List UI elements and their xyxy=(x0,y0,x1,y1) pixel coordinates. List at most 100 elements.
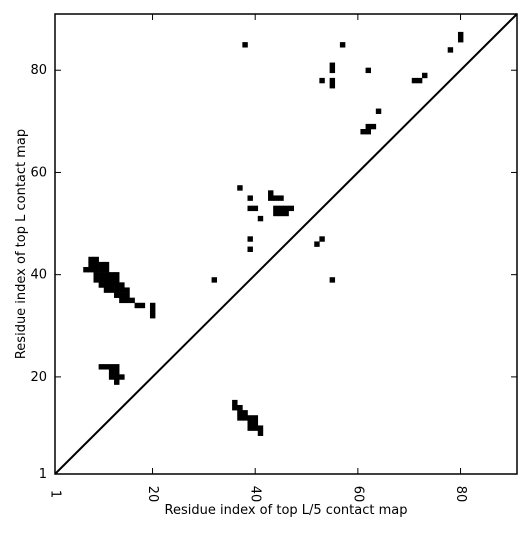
contact-cell xyxy=(329,83,336,89)
contact-cell xyxy=(457,37,464,43)
contact-cell xyxy=(314,241,320,247)
contact-cell xyxy=(103,261,110,268)
contact-cell xyxy=(93,277,99,283)
contact-cell xyxy=(242,410,248,416)
contact-cell xyxy=(411,77,418,84)
contact-cell xyxy=(329,277,336,283)
contact-cell xyxy=(257,430,264,436)
contact-cell xyxy=(247,195,253,201)
contact-cell xyxy=(103,282,110,288)
contact-cell xyxy=(257,425,264,431)
contact-cell xyxy=(108,272,115,278)
contact-cell xyxy=(98,267,105,273)
x-tick-label: 20 xyxy=(145,486,160,503)
contact-cell xyxy=(93,256,99,263)
contact-cell xyxy=(360,129,366,135)
contact-cell xyxy=(211,277,217,283)
contact-cell xyxy=(232,399,238,406)
contact-cell xyxy=(124,292,130,298)
contact-cell xyxy=(283,205,289,212)
contact-cell xyxy=(242,42,248,48)
contact-cell xyxy=(149,302,156,309)
contact-cell xyxy=(108,364,115,370)
contact-cell xyxy=(319,77,325,84)
contact-cell xyxy=(103,364,110,370)
contact-cells xyxy=(83,31,464,436)
contact-cell xyxy=(329,77,336,84)
contact-cell xyxy=(278,195,284,201)
contact-cell xyxy=(247,415,253,421)
contact-cell xyxy=(252,205,259,212)
x-tick-label: 40 xyxy=(248,486,263,503)
contact-cell xyxy=(365,67,371,74)
contact-cell xyxy=(237,185,243,191)
contact-cell xyxy=(283,210,289,217)
contact-cell xyxy=(88,261,94,268)
contact-cell xyxy=(247,236,253,242)
contact-cell xyxy=(457,31,464,38)
contact-cell xyxy=(88,256,94,263)
contact-cell xyxy=(114,282,120,288)
contact-cell xyxy=(149,313,156,319)
y-tick-label: 20 xyxy=(30,370,47,385)
contact-cell xyxy=(247,425,253,431)
contact-cell xyxy=(103,277,110,283)
contact-cell xyxy=(124,287,130,293)
contact-cell xyxy=(242,415,248,421)
contact-cell xyxy=(98,277,105,283)
contact-cell xyxy=(139,302,146,309)
contact-cell xyxy=(119,297,125,304)
contact-cell xyxy=(370,123,377,130)
contact-cell xyxy=(119,287,125,293)
contact-cell xyxy=(278,205,284,212)
contact-cell xyxy=(268,190,274,196)
contact-cell xyxy=(103,267,110,273)
contact-cell xyxy=(98,272,105,278)
contact-cell xyxy=(365,123,371,130)
contact-cell xyxy=(108,374,115,380)
contact-cell xyxy=(83,267,89,273)
contact-cell xyxy=(114,292,120,298)
contact-cell xyxy=(114,364,120,370)
contact-cell xyxy=(98,282,105,288)
contact-cell xyxy=(114,369,120,375)
contact-cell xyxy=(134,302,140,309)
contact-cell xyxy=(237,415,243,421)
contact-cell xyxy=(268,195,274,201)
contact-cell xyxy=(247,246,253,252)
y-axis-label: Residue index of top L contact map xyxy=(14,129,29,359)
contact-cell xyxy=(273,210,279,217)
contact-cell xyxy=(447,47,454,53)
contact-cell xyxy=(237,405,243,411)
x-tick-label: 80 xyxy=(453,486,468,503)
contact-cell xyxy=(93,267,99,273)
y-tick-label: 40 xyxy=(30,268,47,283)
diagonal-line xyxy=(54,13,518,475)
contact-cell xyxy=(103,287,110,293)
contact-cell xyxy=(416,77,423,84)
contact-cell xyxy=(108,287,115,293)
contact-cell xyxy=(252,415,259,421)
contact-cell xyxy=(237,410,243,416)
contact-cell xyxy=(339,42,346,48)
contact-cell xyxy=(329,62,336,68)
contact-cell xyxy=(247,205,253,212)
contact-cell xyxy=(319,236,325,242)
x-axis-label: Residue index of top L/5 contact map xyxy=(165,503,408,518)
contact-cell xyxy=(119,292,125,298)
contact-cell xyxy=(98,364,105,370)
contact-cell xyxy=(119,374,125,380)
contact-cell xyxy=(108,369,115,375)
y-tick-label: 80 xyxy=(30,63,47,78)
contact-cell xyxy=(257,215,264,222)
x-tick-label: 1 xyxy=(48,490,63,498)
contact-cell xyxy=(98,261,105,268)
contact-cell xyxy=(108,277,115,283)
contact-cell xyxy=(252,420,259,426)
contact-cell xyxy=(247,420,253,426)
contact-cell xyxy=(114,374,120,380)
contact-cell xyxy=(119,282,125,288)
plot-frame xyxy=(54,13,518,475)
contact-cell xyxy=(103,272,110,278)
